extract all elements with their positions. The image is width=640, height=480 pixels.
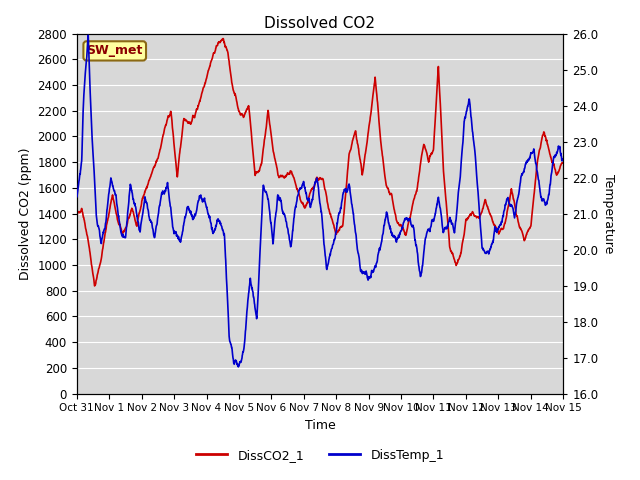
Legend: DissCO2_1, DissTemp_1: DissCO2_1, DissTemp_1 [191,444,449,467]
Title: Dissolved CO2: Dissolved CO2 [264,16,376,31]
Text: SW_met: SW_met [86,44,143,58]
Y-axis label: Temperature: Temperature [602,174,615,253]
X-axis label: Time: Time [305,419,335,432]
Y-axis label: Dissolved CO2 (ppm): Dissolved CO2 (ppm) [19,147,32,280]
